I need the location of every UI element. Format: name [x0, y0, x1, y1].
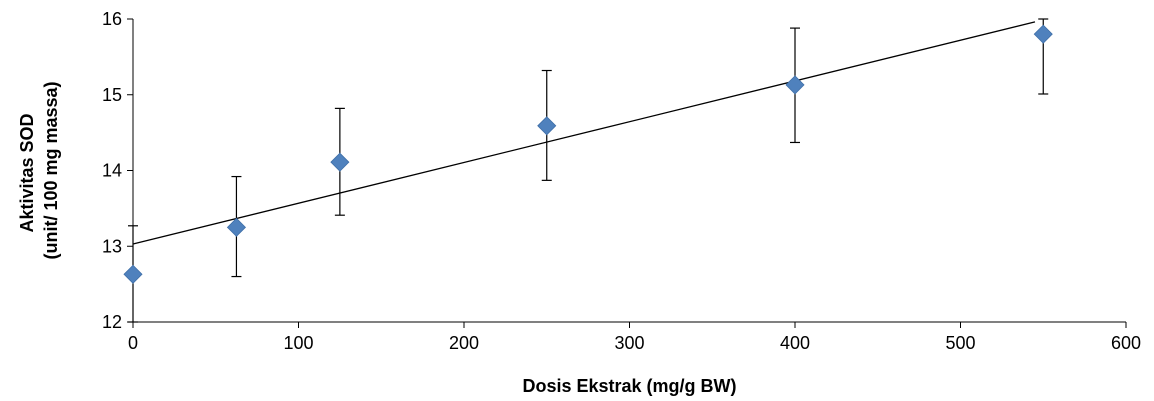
data-point: [330, 152, 350, 172]
y-tick-label: 15: [102, 85, 122, 105]
y-tick-label: 12: [102, 312, 122, 332]
x-axis-title: Dosis Ekstrak (mg/g BW): [522, 376, 736, 396]
x-tick-label: 300: [614, 333, 644, 353]
x-tick-label: 0: [128, 333, 138, 353]
y-axis-title-line-1: Aktivitas SOD: [17, 113, 37, 232]
y-axis-title: Aktivitas SOD (unit/ 100 mg massa): [17, 81, 61, 259]
data-point: [226, 217, 247, 237]
tick-labels: 0 100 200 300 400 500 600 12 13 14 15 16: [102, 9, 1141, 353]
y-axis-title-line-2: (unit/ 100 mg massa): [41, 81, 61, 259]
error-bars: [128, 18, 1049, 323]
x-tick-label: 600: [1111, 333, 1141, 353]
y-tick-label: 14: [102, 161, 122, 181]
x-tick-label: 500: [945, 333, 975, 353]
axes: [127, 18, 1127, 328]
x-tick-label: 400: [780, 333, 810, 353]
data-point: [123, 264, 143, 284]
data-point: [1033, 24, 1053, 44]
x-tick-label: 200: [449, 333, 479, 353]
data-markers: [123, 24, 1053, 284]
data-point: [785, 75, 805, 95]
y-tick-label: 13: [102, 236, 122, 256]
linear-trendline: [132, 21, 1036, 245]
y-tick-label: 16: [102, 9, 122, 29]
data-point: [537, 116, 557, 136]
x-tick-label: 100: [283, 333, 313, 353]
trendline: [132, 21, 1036, 245]
